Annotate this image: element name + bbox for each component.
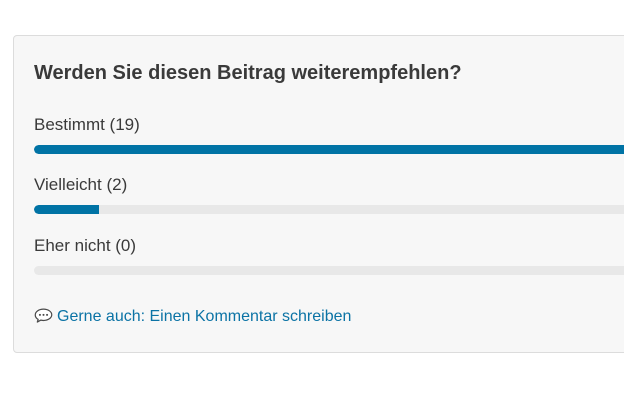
poll-footer: Gerne auch: Einen Kommentar schreiben (34, 308, 351, 326)
poll-bar-fill (34, 145, 624, 154)
poll-bar-fill (34, 205, 100, 214)
poll-question: Werden Sie diesen Beitrag weiterempfehle… (34, 62, 462, 84)
poll-bar-track (34, 266, 624, 275)
poll-bar-track (34, 145, 624, 154)
speech-bubble-icon (34, 308, 53, 323)
poll-option-label: Eher nicht (0) (34, 236, 137, 255)
poll-bar-track (34, 205, 624, 214)
poll-card: Werden Sie diesen Beitrag weiterempfehle… (13, 35, 624, 353)
poll-option-bestimmt[interactable]: Bestimmt (19) (34, 115, 624, 154)
write-comment-link[interactable]: Gerne auch: Einen Kommentar schreiben (57, 308, 352, 325)
poll-option-label: Vielleicht (2) (34, 175, 128, 194)
poll-option-vielleicht[interactable]: Vielleicht (2) (34, 175, 624, 214)
poll-option-eher-nicht[interactable]: Eher nicht (0) (34, 236, 624, 275)
poll-option-label: Bestimmt (19) (34, 115, 140, 134)
